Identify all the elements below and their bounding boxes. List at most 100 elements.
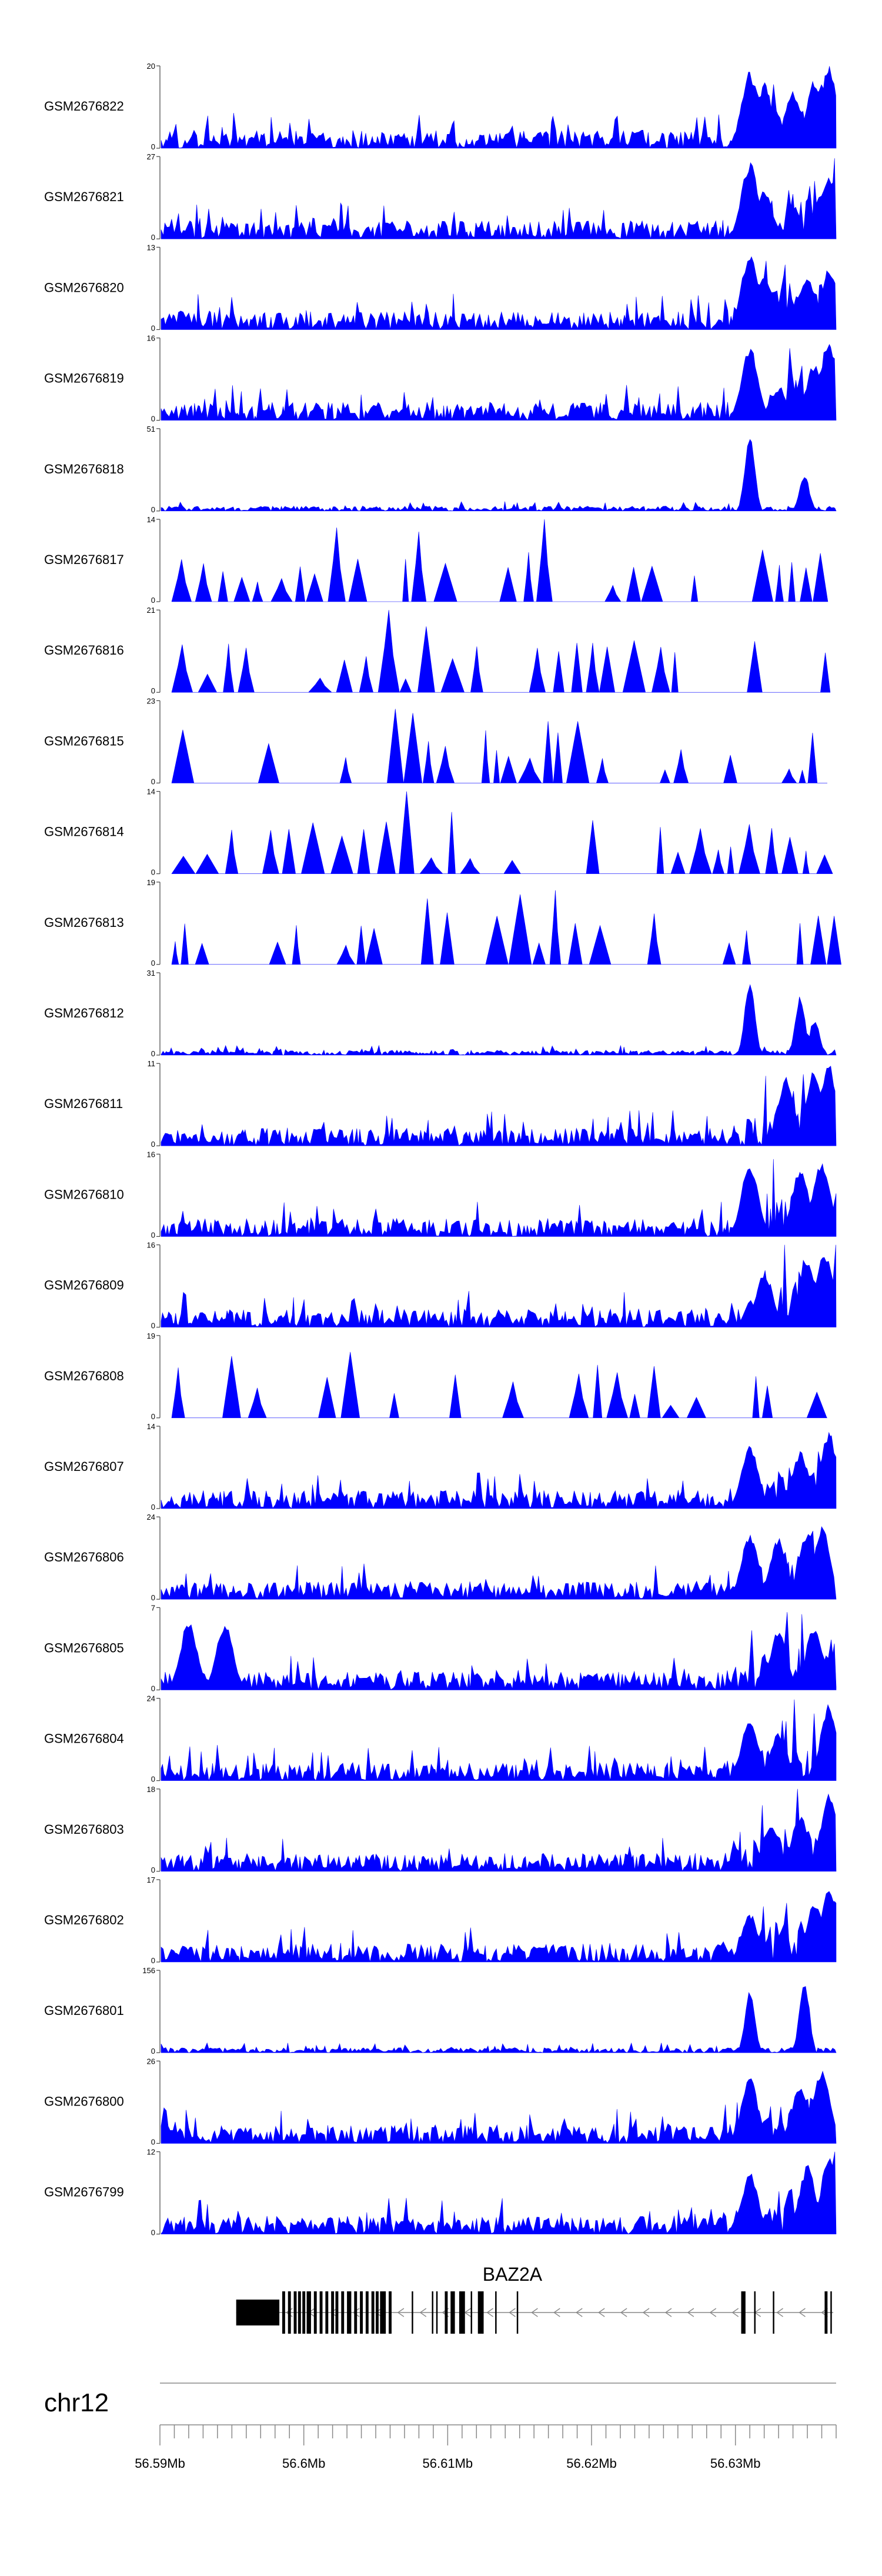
track-label: GSM2676815 [44,733,124,748]
track-GSM2676817: GSM2676817 14 0 [44,515,828,605]
y-min-label: 0 [151,868,155,877]
track-GSM2676808: GSM2676808 19 0 [44,1332,827,1421]
coverage-area [171,890,841,965]
coverage-area [161,1986,837,2054]
track-GSM2676813: GSM2676813 19 0 [44,878,841,967]
gene-exon [298,2291,301,2334]
track-GSM2676816: GSM2676816 21 0 [44,606,831,695]
gene-exon [824,2291,828,2334]
gene-exon [773,2291,774,2334]
coverage-area [171,709,827,783]
coverage-area [161,1526,837,1600]
strand-arrow [731,2308,739,2317]
y-max-label: 23 [147,696,155,705]
track-GSM2676799: GSM2676799 12 0 [44,2148,837,2237]
coverage-area [161,1612,837,1690]
gene-exon [741,2291,746,2334]
y-min-label: 0 [151,1684,155,1693]
y-max-label: 14 [147,515,155,524]
coverage-area [161,256,837,330]
y-max-label: 20 [147,62,155,71]
y-min-label: 0 [151,596,155,605]
gene-exon [754,2291,756,2334]
coverage-area [171,791,833,874]
coverage-area [161,66,837,149]
strand-arrow [419,2308,427,2317]
strand-arrow [799,2308,806,2317]
coverage-area [161,1432,837,1509]
strand-arrow [553,2308,560,2317]
chromosome-label: chr12 [44,2388,109,2417]
coverage-area [161,984,837,1056]
coverage-area [161,1891,837,1963]
strand-arrow [486,2308,493,2317]
strand-arrow [531,2308,538,2317]
track-GSM2676805: GSM2676805 7 0 [44,1603,837,1693]
x-tick-label: 56.6Mb [282,2456,325,2471]
gene-exon [288,2291,291,2334]
y-min-label: 0 [151,2047,155,2056]
strand-arrow [375,2308,382,2317]
strand-arrow [687,2308,694,2317]
coverage-area [161,343,837,421]
coverage-area [161,158,837,239]
gene-track: BAZ2A [236,2264,834,2334]
y-max-label: 17 [147,1876,155,1884]
strand-arrow [576,2308,583,2317]
track-label: GSM2676821 [44,189,124,204]
x-tick-label: 56.63Mb [710,2456,761,2471]
track-GSM2676809: GSM2676809 16 0 [44,1241,837,1330]
y-min-label: 0 [151,505,155,514]
track-label: GSM2676810 [44,1187,124,1202]
track-label: GSM2676802 [44,1913,124,1927]
y-min-label: 0 [151,1593,155,1602]
genome-axis: chr12 56.59Mb 56.6Mb 56.61Mb 56.62Mb 56.63Mb [44,2383,837,2471]
coverage-area [161,1788,837,1872]
track-GSM2676804: GSM2676804 24 0 [44,1694,837,1784]
track-label: GSM2676822 [44,99,124,114]
track-label: GSM2676816 [44,643,124,658]
track-label: GSM2676814 [44,825,124,839]
gene-exon [380,2291,386,2334]
y-max-label: 16 [147,1150,155,1159]
strand-arrow [352,2308,360,2317]
track-label: GSM2676806 [44,1550,124,1564]
y-max-label: 14 [147,788,155,796]
gene-exon [376,2291,379,2334]
y-max-label: 19 [147,878,155,887]
y-min-label: 0 [151,1049,155,1058]
y-min-label: 0 [151,686,155,695]
gene-exon [516,2291,519,2334]
gene-exon [436,2291,438,2334]
y-max-label: 24 [147,1694,155,1703]
y-min-label: 0 [151,959,155,967]
gene-exon [450,2291,455,2334]
track-GSM2676814: GSM2676814 14 0 [44,788,833,877]
x-tick-label: 56.61Mb [423,2456,473,2471]
gene-exon [470,2291,473,2334]
track-GSM2676812: GSM2676812 31 0 [44,969,837,1058]
gene-exon [306,2291,311,2334]
strand-arrow [709,2308,717,2317]
track-label: GSM2676803 [44,1822,124,1837]
gene-exon [445,2291,448,2334]
gene-exon [236,2300,280,2325]
gene-exon [432,2291,433,2334]
y-min-label: 0 [151,1503,155,1511]
y-min-label: 0 [151,142,155,151]
track-label: GSM2676811 [44,1096,123,1111]
track-GSM2676801: GSM2676801 156 0 [44,1966,837,2056]
track-GSM2676820: GSM2676820 13 0 [44,243,837,332]
gene-exon [354,2291,358,2334]
track-GSM2676810: GSM2676810 16 0 [44,1150,837,1239]
y-min-label: 0 [151,1230,155,1239]
gene-name: BAZ2A [483,2264,543,2285]
gene-exon [282,2291,285,2334]
track-GSM2676818: GSM2676818 51 0 [44,425,837,514]
y-min-label: 0 [151,1140,155,1149]
y-max-label: 24 [147,1513,155,1521]
track-GSM2676806: GSM2676806 24 0 [44,1513,837,1602]
coverage-area [161,1159,837,1237]
y-max-label: 14 [147,1422,155,1431]
